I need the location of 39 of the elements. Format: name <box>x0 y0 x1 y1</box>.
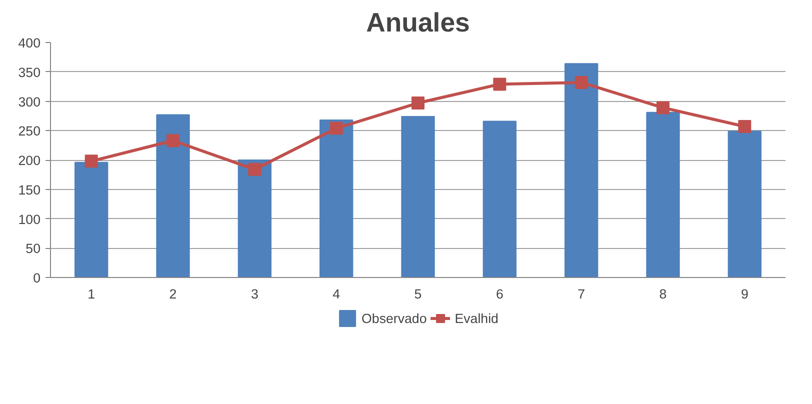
point <box>738 120 752 134</box>
y-tick-label: 250 <box>18 124 41 139</box>
x-tick-label: 9 <box>740 286 748 302</box>
y-tick-label: 50 <box>26 241 41 256</box>
bar <box>320 120 354 278</box>
point <box>656 101 670 114</box>
y-tick-label: 350 <box>18 64 41 80</box>
x-tick-label: 3 <box>250 286 258 302</box>
point <box>330 122 343 135</box>
point <box>412 96 424 110</box>
bar <box>156 114 190 278</box>
point <box>84 154 98 168</box>
bar <box>401 116 435 278</box>
bar <box>646 112 680 278</box>
x-tick-label: 8 <box>659 286 667 302</box>
bar <box>564 63 598 278</box>
x-tick-label: 1 <box>88 286 96 302</box>
bar <box>74 162 108 278</box>
legend-label: Evalhid <box>454 310 498 326</box>
bar <box>728 130 762 278</box>
point <box>166 134 180 148</box>
x-tick-label: 5 <box>414 286 422 302</box>
x-tick-label: 6 <box>496 286 504 302</box>
bar <box>238 160 272 278</box>
y-tick-label: 300 <box>18 94 41 110</box>
bar <box>482 120 516 278</box>
point <box>248 162 262 176</box>
chart-title: Anuales <box>366 8 470 38</box>
y-tick-label: 150 <box>18 182 41 198</box>
y-tick-label: 400 <box>18 36 41 50</box>
y-tick-label: 0 <box>33 270 41 286</box>
point <box>493 78 506 91</box>
y-tick-label: 200 <box>18 153 41 168</box>
x-tick-label: 7 <box>578 286 586 302</box>
x-tick-label: 4 <box>332 286 341 302</box>
point <box>574 76 588 89</box>
x-tick-label: 2 <box>169 286 177 302</box>
y-tick-label: 100 <box>18 212 41 227</box>
legend-label: Observado <box>362 310 427 326</box>
